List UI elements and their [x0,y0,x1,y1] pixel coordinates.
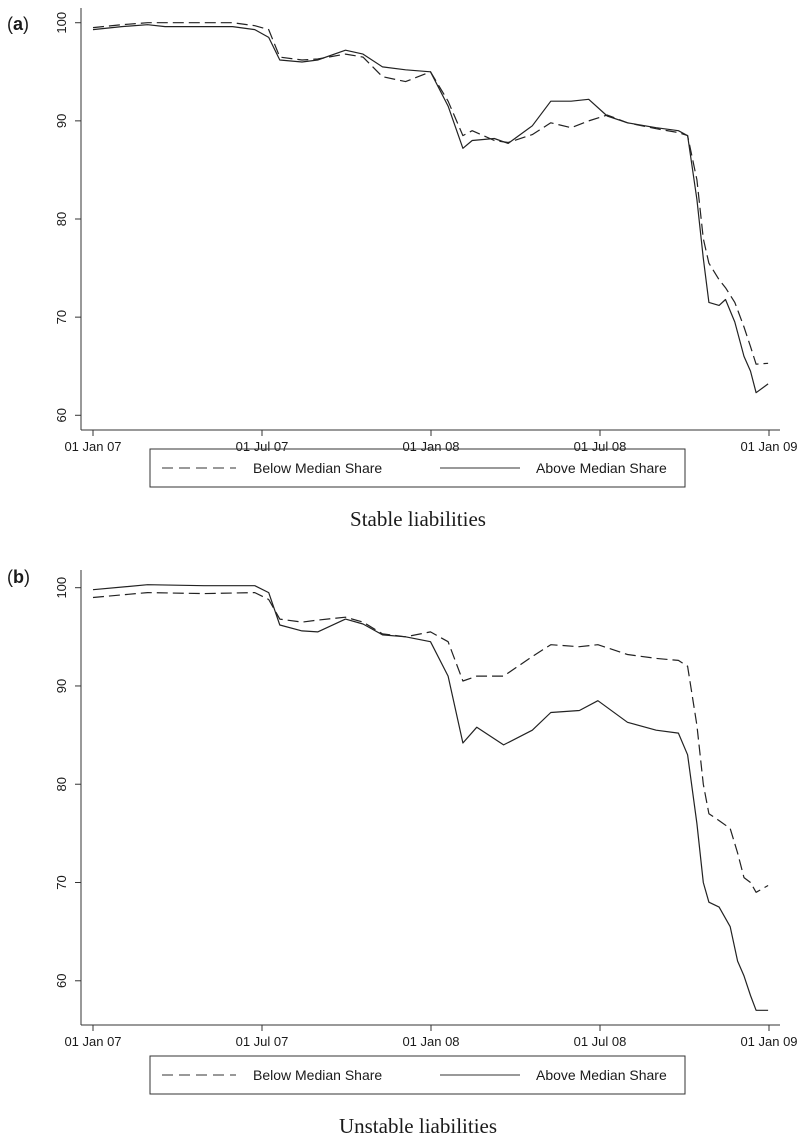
y-tick-label: 80 [54,777,69,791]
series-above-median-line [92,24,769,394]
legend-label-above-median: Above Median Share [536,1067,667,1083]
y-tick-label: 60 [54,974,69,988]
legend-label-above-median: Above Median Share [536,460,667,476]
series-below-median-line [92,22,769,365]
panel-a-caption: Stable liabilities [350,507,486,531]
x-tick-label: 01 Jan 09 [740,1034,797,1049]
x-tick-label: 01 Jan 08 [402,1034,459,1049]
x-tick-label: 01 Jan 08 [402,439,459,454]
y-tick-label: 90 [54,114,69,128]
panel-label-a: (a) [7,14,29,34]
x-tick-label: 01 Jan 09 [740,439,797,454]
x-tick-label: 01 Jul 07 [236,439,289,454]
x-tick-label: 01 Jul 08 [574,1034,627,1049]
y-tick-label: 80 [54,212,69,226]
legend-label-below-median: Below Median Share [253,1067,382,1083]
y-tick-label: 70 [54,875,69,889]
y-tick-label: 90 [54,679,69,693]
panel-label-b: (b) [7,567,30,587]
panel-a-legend: Below Median Share Above Median Share [149,448,686,488]
y-tick-label: 70 [54,310,69,324]
legend-label-below-median: Below Median Share [253,460,382,476]
x-tick-label: 01 Jan 07 [64,1034,121,1049]
panel-b-caption: Unstable liabilities [339,1114,497,1138]
x-tick-label: 01 Jan 07 [64,439,121,454]
series-above-median-line [92,584,769,1011]
y-tick-label: 100 [54,12,69,34]
y-tick-label: 60 [54,408,69,422]
series-below-median-line [92,591,769,893]
legend-box [149,448,686,488]
y-tick-label: 100 [54,577,69,599]
panel-a-plot: 60 70 80 90 100 01 Jan 07 01 Jul 07 01 Jan 08 01… [54,8,798,454]
panel-b-plot: 60 70 80 90 100 01 Jan 07 01 Jul 07 01 Jan 08 01… [54,570,798,1049]
legend-box [149,1055,686,1095]
panel-b-legend: Below Median Share Above Median Share [149,1055,686,1095]
panel-b: (b) 60 70 80 90 100 01 Jan 07 01 Jul 07 01 Jan … [7,567,798,1138]
x-tick-label: 01 Jul 07 [236,1034,289,1049]
panel-a: (a) 60 70 80 90 100 01 Jan 07 01 Jul 07 01 Jan … [7,8,798,531]
x-tick-label: 01 Jul 08 [574,439,627,454]
